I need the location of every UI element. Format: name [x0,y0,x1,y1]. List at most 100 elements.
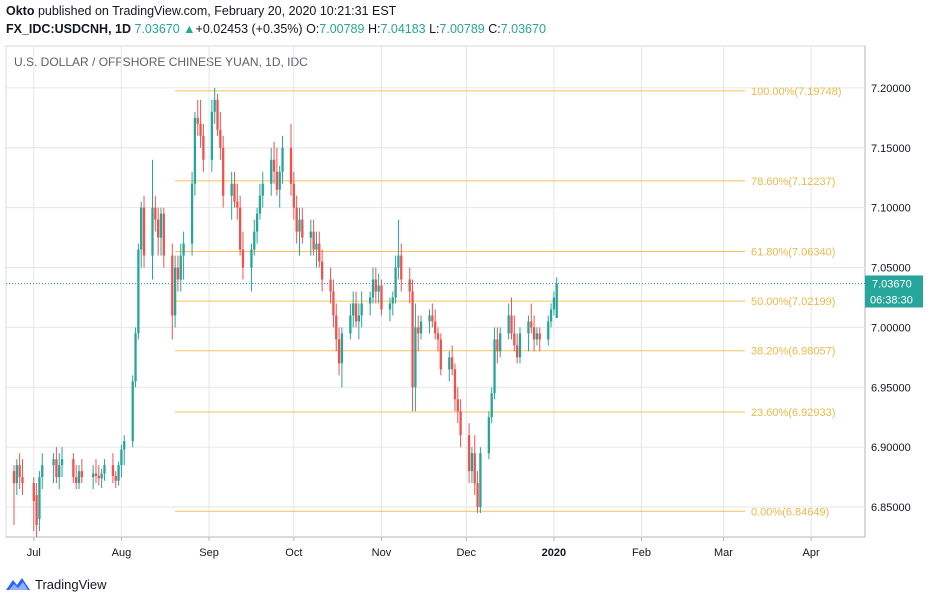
candle-body [436,333,440,340]
candle-body [196,117,199,124]
candle-body [448,357,451,370]
candle-body [414,327,417,388]
time-tick-label: Aug [112,547,132,559]
price-tick-label: 6.85000 [871,502,911,514]
candle-body [298,219,301,232]
candle-body [388,303,392,310]
candle-body [419,321,423,334]
candle-body [270,159,273,184]
candle-body [400,255,403,280]
high-value: 7.04183 [380,22,426,36]
fib-level-label: 23.60%(6.92933) [751,407,835,419]
price-tick-label: 7.15000 [871,143,911,155]
candle-body [250,249,253,268]
candle-body [532,327,536,340]
candle-body [275,171,279,190]
candle-body [538,333,541,340]
price-tick-label: 6.95000 [871,382,911,394]
ohlc-line: FX_IDC:USDCNH, 1D 7.03670 ▲+0.02453 (+0.… [6,22,546,36]
candle-body [32,483,35,502]
candle-body [157,219,160,238]
current-price-label: 7.03670 [872,278,912,290]
candle-body [171,255,174,316]
symbol-label: FX_IDC:USDCNH, 1D [6,22,132,36]
candle-body [487,417,491,454]
candle-body [236,201,239,208]
candle-body [411,291,414,388]
candle-body [289,147,293,184]
candle-body [479,453,482,508]
low-label: L: [429,22,440,36]
candle-body [38,477,41,520]
candle-body [162,213,165,256]
candle-body [527,321,530,334]
candle-body [219,129,222,148]
candle-body [75,477,78,484]
price-axis[interactable]: 7.20000 7.15000 7.10000 7.05000 7.00000 6.950… [871,83,911,514]
price-tick-label: 7.00000 [871,322,911,334]
candle-body [258,195,262,214]
candle-body [60,459,64,466]
candle-body [369,297,372,304]
candle-body [510,315,513,334]
candle-body [58,465,61,478]
candle-body [431,315,434,322]
open-label: O: [306,22,320,36]
candle-body [301,219,304,238]
candle-body [340,333,344,364]
candle-body [394,267,397,298]
candle-body [371,279,375,298]
candle-body [332,291,335,316]
current-price-badge [865,275,923,292]
candle-body [417,327,420,334]
candle-body [35,495,38,526]
candles [12,87,558,537]
candle-body [233,183,236,202]
candle-body [453,369,457,400]
publisher-name: Okto [6,4,35,18]
candle-body [111,465,115,476]
price-tick-label: 6.90000 [871,442,911,454]
close-value: 7.03670 [500,22,546,36]
candle-body [499,333,502,352]
time-tick-label: Feb [632,547,651,559]
candle-body [255,213,259,232]
candle-body [352,303,355,316]
candle-body [360,303,363,316]
candle-body [272,159,276,172]
candle-body [309,231,312,238]
fib-retracement[interactable]: 100.00%(7.19748) 78.60%(7.12237) 61.80%(7.… [175,86,842,518]
fib-level-label: 78.60%(7.12237) [751,176,835,188]
open-value: 7.00789 [319,22,365,36]
candle-body [467,435,471,472]
candle-body [179,255,182,280]
candle-body [134,333,137,382]
candle-body [496,339,499,352]
fib-level-label: 100.00%(7.19748) [751,86,842,98]
candle-body [140,207,143,250]
candle-body [97,475,100,479]
candle-body [380,285,383,310]
tradingview-brand[interactable]: TradingView [6,575,107,593]
candle-body [12,471,16,484]
fib-level-label: 61.80%(7.06340) [751,247,835,259]
price-tick-label: 7.05000 [871,263,911,275]
price-change: +0.02453 (+0.35%) [195,22,303,36]
publish-line: Okto published on TradingView.com, Febru… [6,4,396,18]
candle-body [507,315,510,334]
candle-body [100,473,103,479]
candle-body [530,321,533,328]
time-tick-label: Jul [27,547,41,559]
time-axis[interactable]: Jul Aug Sep Oct Nov Dec 2020 Feb Mar Apr [27,537,820,559]
candle-body [91,473,95,478]
candle-body [490,393,493,418]
candle-body [55,459,58,478]
candle-body [473,453,476,484]
published-text: published on TradingView.com, February 2… [37,4,397,18]
candle-body [434,321,437,334]
candle-body [357,315,361,322]
candle-body [103,465,106,474]
candle-body [173,267,177,316]
candle-body [18,465,21,478]
